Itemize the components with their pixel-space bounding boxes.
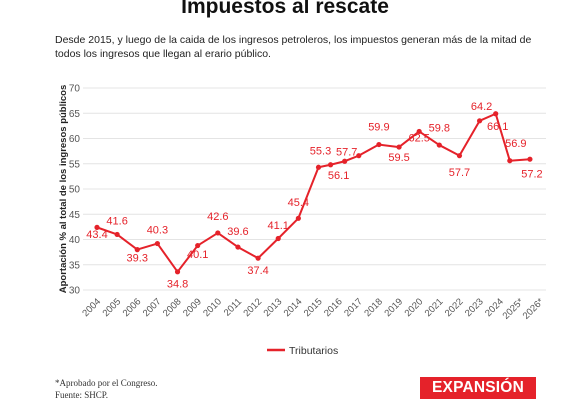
chart-subtitle: Desde 2015, y luego de la caida de los i…: [55, 34, 532, 60]
data-label: 56.1: [328, 170, 349, 182]
x-tick-label: 2011: [222, 296, 244, 318]
data-label: 56.9: [505, 138, 526, 150]
data-point: [493, 111, 499, 117]
x-tick-label: 2013: [262, 296, 285, 319]
data-point: [527, 156, 533, 162]
x-tick-label: 2019: [382, 296, 405, 319]
y-tick-label: 65: [69, 109, 81, 120]
x-tick-label: 2025*: [501, 296, 527, 322]
x-tick-label: 2007: [141, 296, 164, 319]
data-label: 55.3: [310, 146, 331, 158]
data-point: [342, 158, 348, 164]
data-label: 42.6: [207, 211, 228, 223]
x-tick-label: 2026*: [521, 296, 547, 322]
data-point: [215, 230, 221, 236]
data-label: 39.6: [227, 226, 248, 238]
data-label: 62.5: [408, 133, 429, 145]
data-label: 57.2: [521, 168, 542, 180]
data-point: [154, 240, 161, 247]
x-tick-label: 2016: [322, 296, 345, 319]
data-point: [416, 128, 422, 135]
data-point: [94, 224, 100, 230]
series-line-tributarios: [96, 112, 531, 273]
y-tick-label: 55: [69, 159, 81, 170]
data-point: [327, 162, 334, 168]
data-point: [507, 158, 513, 164]
x-tick-label: 2014: [282, 296, 305, 319]
data-point: [396, 144, 402, 150]
data-point: [476, 118, 483, 124]
x-tick-label: 2010: [201, 296, 224, 319]
data-label: 64.2: [471, 101, 492, 113]
data-label: 37.4: [247, 265, 268, 277]
x-tick-label: 2005: [101, 296, 124, 319]
y-tick-label: 40: [69, 235, 81, 246]
x-tick-label: 2008: [161, 296, 184, 319]
data-point: [436, 142, 442, 148]
y-tick-label: 45: [69, 210, 81, 221]
x-tick-label: 2020: [403, 296, 426, 319]
data-point: [376, 141, 382, 148]
x-tick-label: 2021: [423, 296, 446, 319]
x-tick-label: 2015: [302, 296, 325, 319]
data-label: 34.8: [167, 278, 188, 290]
chart-title: Impuestos al rescate: [181, 0, 389, 18]
data-label: 40.1: [187, 249, 208, 261]
y-tick-label: 70: [69, 84, 81, 95]
x-tick-label: 2009: [181, 296, 204, 319]
data-point: [356, 153, 362, 159]
x-tick-label: 2012: [241, 296, 264, 319]
data-label: 59.5: [388, 152, 409, 164]
data-point: [114, 231, 120, 238]
y-tick-label: 50: [69, 185, 81, 196]
data-label: 57.7: [449, 167, 470, 179]
y-tick-label: 30: [69, 286, 81, 297]
y-tick-label: 35: [69, 260, 81, 271]
data-label: 59.9: [368, 121, 389, 133]
x-tick-label: 2004: [80, 296, 103, 319]
chart-notes: *Aprobado por el Congreso. Fuente: SHCP.: [55, 377, 157, 401]
brand-logo: EXPANSIÓN: [420, 377, 536, 399]
data-point: [255, 255, 261, 261]
data-label: 66.1: [487, 121, 508, 133]
data-point: [195, 242, 201, 249]
data-label: 45.4: [288, 197, 309, 209]
data-label: 41.1: [268, 220, 289, 232]
data-point: [295, 215, 301, 221]
legend-label-tributarios: Tributarios: [289, 345, 338, 357]
x-tick-label: 2023: [463, 296, 486, 319]
x-tick-label: 2017: [342, 296, 365, 319]
data-point: [456, 153, 463, 159]
data-point: [275, 235, 281, 242]
data-label: 40.3: [147, 224, 168, 236]
footnote-source: Fuente: SHCP.: [55, 390, 109, 400]
y-tick-label: 60: [69, 134, 81, 145]
data-label: 57.7: [336, 147, 357, 159]
data-point: [134, 247, 140, 253]
data-label: 59.8: [429, 122, 450, 134]
x-tick-label: 2022: [443, 296, 466, 319]
x-tick-label: 2006: [121, 296, 144, 319]
y-axis-title: Aportación % al total de los ingresos pú…: [58, 85, 69, 294]
x-tick-label: 2018: [362, 296, 385, 319]
data-point: [315, 164, 322, 170]
data-label: 41.6: [106, 215, 127, 227]
data-label: 39.3: [127, 253, 148, 265]
data-point: [235, 244, 241, 250]
data-label: 43.4: [86, 229, 107, 241]
data-point: [174, 269, 181, 275]
footnote-approved: *Aprobado por el Congreso.: [55, 378, 158, 388]
